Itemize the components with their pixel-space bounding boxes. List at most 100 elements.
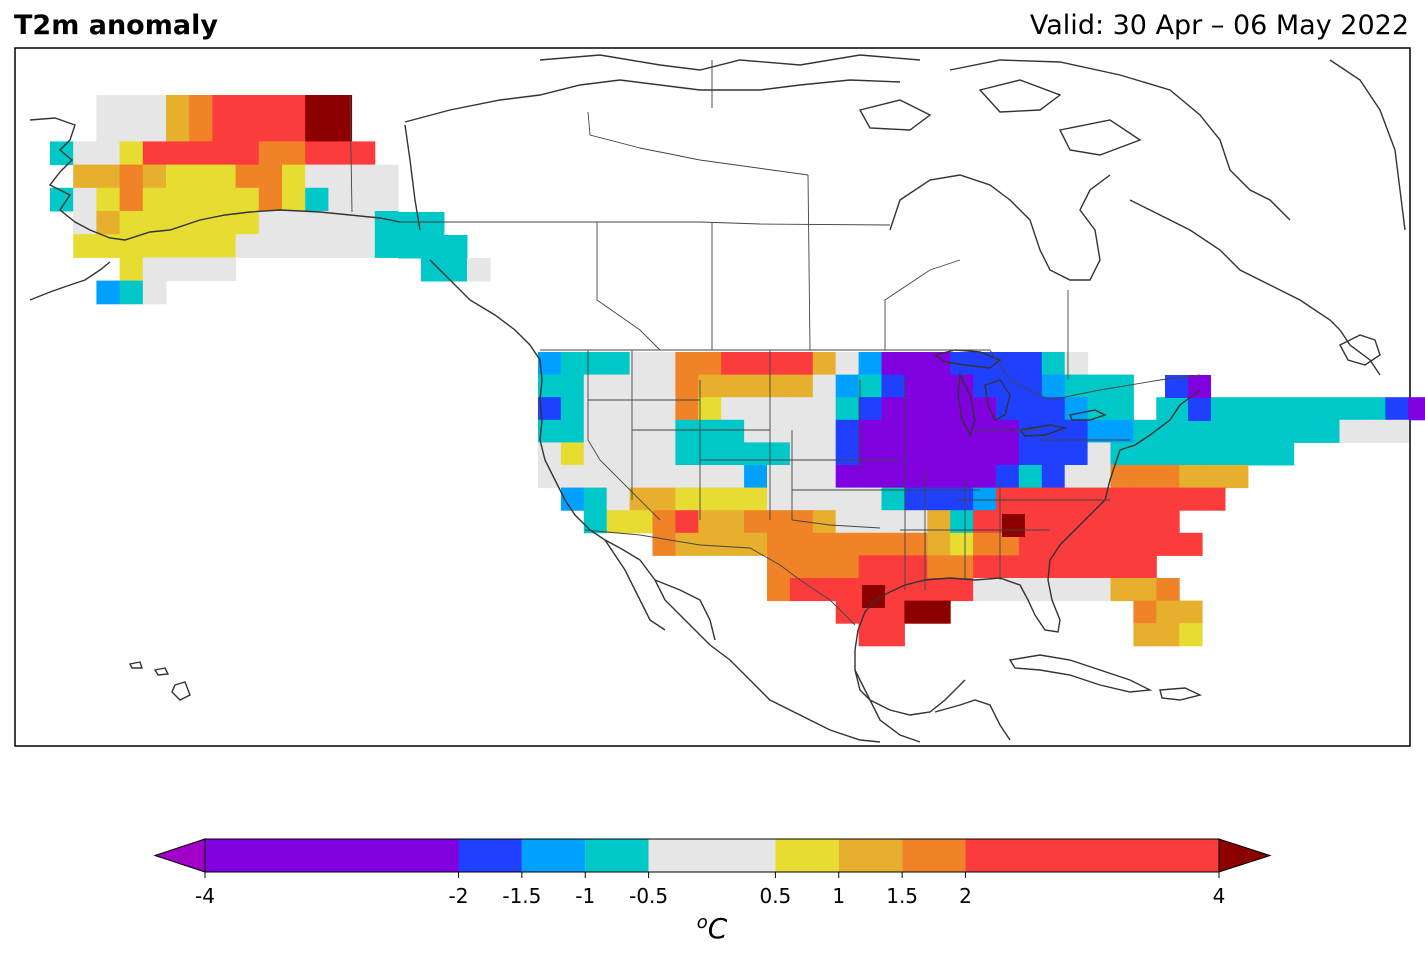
anomaly-cell bbox=[904, 532, 928, 556]
anomaly-cell bbox=[328, 118, 353, 142]
anomaly-cell bbox=[629, 442, 653, 466]
anomaly-cell bbox=[235, 141, 260, 166]
anomaly-cell bbox=[142, 118, 167, 142]
anomaly-cell bbox=[1179, 419, 1203, 443]
anomaly-cell bbox=[1202, 442, 1226, 466]
anomaly-cell bbox=[652, 532, 676, 556]
anomaly-cell bbox=[675, 374, 699, 398]
anomaly-cell bbox=[606, 465, 631, 489]
anomaly-cell bbox=[142, 280, 167, 305]
anomaly-cell bbox=[258, 164, 283, 189]
colorbar-ticks: -4 -2 -1.5 -1 -0.5 0.5 1 1.5 2 4 bbox=[195, 872, 1225, 908]
anomaly-cell bbox=[258, 234, 283, 258]
colorbar-extend-low bbox=[153, 838, 206, 873]
anomaly-cell bbox=[629, 397, 653, 421]
anomaly-cell bbox=[698, 465, 722, 489]
anomaly-cell bbox=[835, 397, 860, 421]
anomaly-cell bbox=[927, 465, 951, 489]
chart-title: T2m anomaly bbox=[14, 10, 218, 41]
anomaly-cell bbox=[744, 419, 768, 443]
anomaly-cell bbox=[1087, 374, 1111, 398]
anomaly-cell bbox=[1064, 487, 1089, 511]
anomaly-cell bbox=[583, 465, 608, 489]
anomaly-cell bbox=[1156, 600, 1180, 624]
anomaly-cell bbox=[560, 419, 585, 443]
anomaly-cell bbox=[675, 397, 699, 421]
anomaly-cell bbox=[96, 118, 121, 142]
anomaly-cell bbox=[927, 487, 951, 511]
anomaly-cell bbox=[721, 397, 745, 421]
anomaly-cell bbox=[73, 187, 97, 212]
anomaly-cell bbox=[904, 600, 928, 624]
anomaly-cell bbox=[881, 510, 905, 534]
anomaly-cell bbox=[996, 442, 1020, 466]
anomaly-cell bbox=[374, 234, 399, 258]
colorbar-tick-label: -2 bbox=[449, 884, 469, 908]
anomaly-cell bbox=[904, 487, 928, 511]
colorbar-extend-high bbox=[1218, 838, 1272, 873]
anomaly-cell bbox=[721, 532, 745, 556]
colorbar-frame bbox=[204, 838, 1220, 873]
anomaly-cell bbox=[73, 164, 97, 189]
anomaly-cell bbox=[1385, 419, 1409, 443]
anomaly-cell bbox=[1064, 374, 1089, 398]
anomaly-cell bbox=[1018, 465, 1043, 489]
anomaly-cell bbox=[721, 465, 745, 489]
anomaly-cell bbox=[1110, 419, 1134, 443]
anomaly-cell bbox=[351, 234, 376, 258]
anomaly-cell bbox=[374, 164, 399, 189]
anomaly-cell bbox=[835, 555, 860, 579]
anomaly-cell bbox=[1087, 419, 1111, 443]
colorbar-tick-label: -4 bbox=[195, 884, 215, 908]
anomaly-cell bbox=[351, 187, 376, 212]
anomaly-cell bbox=[1225, 442, 1249, 466]
anomaly-cell bbox=[1339, 397, 1363, 421]
anomaly-cell bbox=[835, 578, 860, 602]
anomaly-cell bbox=[467, 258, 491, 282]
anomaly-cell bbox=[1064, 352, 1089, 376]
anomaly-cell bbox=[328, 211, 353, 235]
anomaly-cell bbox=[1064, 465, 1089, 489]
anomaly-cell bbox=[235, 187, 260, 212]
anomaly-cell bbox=[858, 487, 882, 511]
anomaly-cell bbox=[328, 234, 353, 258]
anomaly-cell bbox=[1156, 487, 1180, 511]
anomaly-cell bbox=[1133, 442, 1157, 466]
anomaly-cell bbox=[444, 258, 468, 282]
anomaly-cell bbox=[881, 600, 905, 624]
anomaly-cell bbox=[835, 510, 860, 534]
anomaly-cell bbox=[1133, 532, 1157, 556]
colorbar-band bbox=[585, 839, 649, 872]
anomaly-cell bbox=[1188, 398, 1211, 421]
anomaly-cell bbox=[1316, 419, 1340, 443]
anomaly-cell bbox=[398, 235, 422, 259]
anomaly-cell bbox=[904, 555, 928, 579]
anomaly-cell bbox=[904, 352, 928, 376]
anomaly-cell bbox=[119, 95, 144, 119]
anomaly-cell bbox=[721, 419, 745, 443]
anomaly-cell bbox=[119, 118, 144, 142]
anomaly-cell bbox=[862, 585, 885, 608]
anomaly-cell bbox=[973, 555, 997, 579]
anomaly-cell bbox=[96, 211, 121, 235]
anomaly-cell bbox=[1156, 465, 1180, 489]
anomaly-cell bbox=[652, 465, 676, 489]
anomaly-cell bbox=[812, 374, 837, 398]
anomaly-cell bbox=[606, 487, 631, 511]
anomaly-cell bbox=[675, 442, 699, 466]
anomaly-cell bbox=[1110, 397, 1134, 421]
colorbar-band bbox=[521, 839, 586, 872]
anomaly-cell bbox=[1041, 555, 1066, 579]
anomaly-cell bbox=[881, 623, 905, 647]
anomaly-cell bbox=[606, 442, 631, 466]
anomaly-cell bbox=[1018, 352, 1043, 376]
anomaly-cell bbox=[1110, 465, 1134, 489]
anomaly-cell bbox=[560, 442, 585, 466]
anomaly-cell bbox=[538, 397, 562, 421]
anomaly-cell bbox=[858, 555, 882, 579]
anomaly-cell bbox=[1156, 510, 1180, 534]
anomaly-cell bbox=[142, 234, 167, 258]
colorbar-band bbox=[458, 839, 522, 872]
valid-date: Valid: 30 Apr – 06 May 2022 bbox=[1029, 10, 1409, 41]
